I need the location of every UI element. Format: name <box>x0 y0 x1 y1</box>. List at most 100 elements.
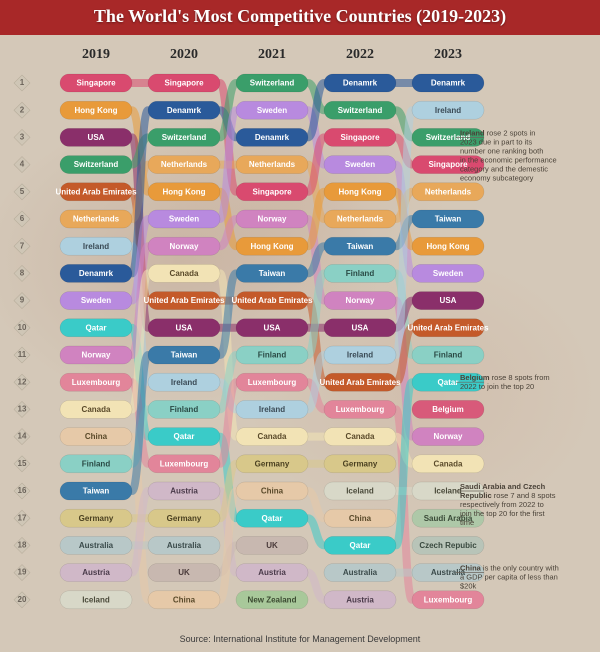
country-pill: Sweden <box>148 210 220 228</box>
country-pill: Sweden <box>324 156 396 174</box>
country-pill: Ireland <box>412 101 484 119</box>
year-header: 2021 <box>258 47 286 62</box>
year-header: 2020 <box>170 47 198 62</box>
country-pill: United Arab Emirates <box>407 319 489 337</box>
country-pill: Denamrk <box>236 128 308 146</box>
country-pill: USA <box>324 319 396 337</box>
country-label: Taiwan <box>435 215 462 224</box>
country-label: Sweden <box>169 215 199 224</box>
country-label: Singapore <box>340 133 380 142</box>
year-header: 2022 <box>346 47 374 62</box>
country-pill: China <box>148 591 220 609</box>
country-pill: Sweden <box>236 101 308 119</box>
country-label: United Arab Emirates <box>231 296 313 305</box>
country-pill: Australia <box>60 536 132 554</box>
rank-number: 8 <box>20 269 25 278</box>
country-label: Denamrk <box>343 79 378 88</box>
year-header: 2023 <box>434 47 462 62</box>
country-pill: Sweden <box>60 292 132 310</box>
rank-number: 1 <box>20 78 25 87</box>
country-pill: Belgium <box>412 400 484 418</box>
country-pill: Ireland <box>60 237 132 255</box>
country-label: USA <box>176 323 193 332</box>
country-pill: Netherlands <box>148 156 220 174</box>
country-label: Finland <box>346 269 375 278</box>
country-label: Denamrk <box>431 79 466 88</box>
country-label: Luxembourg <box>160 459 209 468</box>
country-label: Norway <box>170 242 199 251</box>
country-label: Netherlands <box>337 215 384 224</box>
flow-china <box>308 491 324 518</box>
country-label: Qatar <box>438 378 459 387</box>
ranking-chart: 2019202020212022202312345678910111213141… <box>0 40 600 652</box>
country-pill: Finland <box>412 346 484 364</box>
country-pill: Iceland <box>324 482 396 500</box>
flow-taiwan <box>308 246 324 273</box>
country-pill: USA <box>236 319 308 337</box>
country-pill: Australia <box>324 564 396 582</box>
country-pill: Qatar <box>148 428 220 446</box>
country-label: Canada <box>434 459 463 468</box>
country-pill: Canada <box>324 428 396 446</box>
country-label: Switzerland <box>250 79 295 88</box>
rank-number: 11 <box>18 350 27 359</box>
rank-number: 19 <box>18 568 27 577</box>
country-pill: Ireland <box>236 400 308 418</box>
country-pill: Luxembourg <box>60 373 132 391</box>
country-label: United Arab Emirates <box>407 323 489 332</box>
country-label: Netherlands <box>425 187 472 196</box>
country-pill: Hong Kong <box>236 237 308 255</box>
country-pill: New Zealand <box>236 591 308 609</box>
country-pill: Taiwan <box>412 210 484 228</box>
country-pill: China <box>60 428 132 446</box>
flow-qatar <box>308 518 324 545</box>
country-pill: Hong Kong <box>324 183 396 201</box>
country-pill: Germany <box>148 509 220 527</box>
country-pill: Germany <box>60 509 132 527</box>
country-label: Australia <box>79 541 114 550</box>
rank-number: 5 <box>20 187 25 196</box>
country-label: Switzerland <box>338 106 383 115</box>
annotation: Saudi Arabia and CzechRepublic rose 7 an… <box>459 482 556 527</box>
country-pill: Canada <box>60 400 132 418</box>
country-label: Taiwan <box>259 269 286 278</box>
country-pill: Qatar <box>236 509 308 527</box>
country-pill: Austria <box>60 564 132 582</box>
country-pill: USA <box>412 292 484 310</box>
country-label: Sweden <box>345 160 375 169</box>
country-label: USA <box>88 133 105 142</box>
country-pill: UK <box>148 564 220 582</box>
country-label: Austria <box>258 568 286 577</box>
country-label: United Arab Emirates <box>55 187 137 196</box>
country-pill: Taiwan <box>324 237 396 255</box>
country-pill: Canada <box>236 428 308 446</box>
page-title: The World's Most Competitive Countries (… <box>0 0 600 35</box>
country-label: Austria <box>82 568 110 577</box>
country-pill: Finland <box>236 346 308 364</box>
country-pill: China <box>324 509 396 527</box>
country-label: Qatar <box>350 541 371 550</box>
country-label: USA <box>440 296 457 305</box>
country-pill: Norway <box>60 346 132 364</box>
rank-number: 20 <box>18 595 27 604</box>
country-pill: Taiwan <box>148 346 220 364</box>
country-label: China <box>261 487 284 496</box>
country-label: UK <box>266 541 278 550</box>
country-pill: Singapore <box>148 74 220 92</box>
country-pill: Luxembourg <box>148 455 220 473</box>
country-label: Netherlands <box>73 215 120 224</box>
country-pill: Ireland <box>148 373 220 391</box>
country-pill: Austria <box>148 482 220 500</box>
country-pill: Germany <box>324 455 396 473</box>
country-pill: United Arab Emirates <box>55 183 137 201</box>
country-pill: Switzerland <box>148 128 220 146</box>
country-pill: Netherlands <box>324 210 396 228</box>
country-label: Iceland <box>82 595 110 604</box>
rank-number: 2 <box>20 105 25 114</box>
country-pill: Australia <box>148 536 220 554</box>
country-label: China <box>349 514 372 523</box>
country-label: Denamrk <box>255 133 290 142</box>
country-pill: United Arab Emirates <box>231 292 313 310</box>
rank-number: 17 <box>18 513 27 522</box>
rank-number: 7 <box>20 241 25 250</box>
